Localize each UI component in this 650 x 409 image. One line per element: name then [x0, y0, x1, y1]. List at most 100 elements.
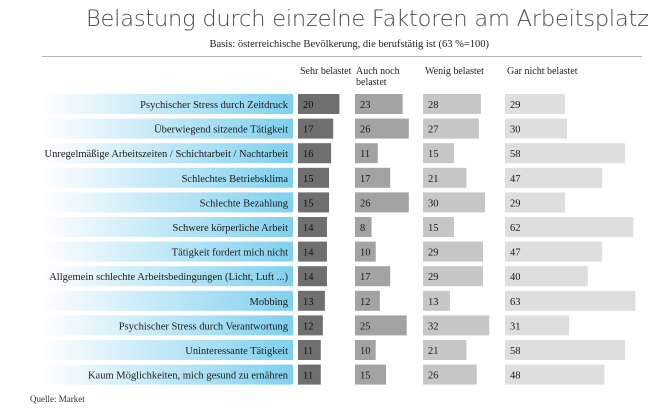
category-label-bar [40, 364, 293, 385]
chart-title: Belastung durch einzelne Faktoren am Arb… [86, 6, 649, 32]
data-label: 13 [303, 297, 314, 308]
category-label-bar [40, 118, 293, 139]
data-label: 13 [428, 297, 439, 308]
bar-series-3 [505, 192, 566, 213]
data-label: 12 [303, 321, 314, 332]
source-note: Quelle: Market [30, 394, 85, 404]
category-label-bar [40, 192, 293, 213]
data-label: 11 [303, 346, 313, 357]
data-label: 26 [428, 371, 439, 382]
data-label: 15 [428, 149, 439, 160]
column-header-sehr-belastet: Sehr belastet [300, 66, 352, 77]
data-label: 48 [510, 371, 521, 382]
bar-series-0 [298, 241, 327, 262]
data-label: 25 [360, 321, 371, 332]
data-label: 14 [303, 272, 314, 283]
bar-series-3 [505, 364, 605, 385]
bar-series-2 [423, 364, 477, 385]
data-label: 10 [360, 346, 371, 357]
data-label: 26 [360, 198, 371, 209]
bar-series-1 [355, 167, 391, 188]
chart-subtitle: Basis: österreichische Bevölkerung, die … [209, 39, 489, 50]
bar-series-0 [298, 192, 330, 213]
category-label-bar [40, 217, 293, 237]
data-label: 14 [303, 223, 314, 234]
bar-series-2 [423, 167, 467, 188]
data-label: 11 [360, 149, 370, 160]
data-label: 30 [510, 125, 521, 136]
data-label: 17 [360, 272, 371, 283]
chart-row: Allgemein schlechte Arbeitsbedingungen (… [40, 266, 588, 287]
bar-series-0 [298, 340, 321, 360]
data-label: 32 [428, 321, 439, 332]
category-label: Schwere körperliche Arbeit [173, 223, 289, 234]
bar-series-0 [298, 266, 327, 287]
category-label: Psychischer Stress durch Verantwortung [119, 321, 289, 332]
data-label: 17 [303, 125, 314, 136]
bar-series-3 [505, 266, 588, 287]
category-label: Schlechte Bezahlung [200, 198, 289, 209]
bar-series-0 [298, 290, 325, 311]
data-label: 16 [303, 149, 314, 160]
bar-series-1 [355, 364, 387, 385]
data-label: 30 [428, 198, 439, 209]
data-label: 40 [510, 272, 521, 283]
chart-row: Überwiegend sitzende Tätigkeit 17 26 27 30 [40, 118, 568, 139]
bar-series-2 [423, 217, 455, 237]
bar-series-3 [505, 94, 566, 114]
category-label-bar [40, 340, 293, 360]
category-label: Schlechtes Betriebsklima [182, 174, 289, 185]
category-label: Überwiegend sitzende Tätigkeit [154, 124, 288, 136]
data-label: 29 [510, 198, 521, 209]
category-label-bar [40, 167, 293, 188]
category-label-bar [40, 266, 293, 287]
category-label-bar [40, 94, 293, 114]
data-label: 27 [428, 125, 439, 136]
bar-series-1 [355, 340, 376, 360]
bar-series-1 [355, 192, 409, 213]
bar-series-2 [423, 192, 486, 213]
data-label: 21 [428, 174, 439, 185]
category-label-bar [40, 315, 293, 336]
column-header-gar-nicht-belastet: Gar nicht belastet [507, 66, 578, 77]
bar-series-1 [355, 217, 372, 237]
bar-series-2 [423, 143, 455, 164]
bar-series-1 [355, 315, 407, 336]
data-label: 11 [303, 371, 313, 382]
category-label-bar [40, 143, 293, 164]
category-label-bar [40, 290, 293, 311]
data-label: 28 [428, 100, 439, 111]
column-header-auch-noch-belastet: Auch noch belastet [356, 66, 400, 88]
data-label: 15 [360, 371, 371, 382]
data-label: 17 [360, 174, 371, 185]
category-label: Allgemein schlechte Arbeitsbedingungen (… [49, 272, 288, 283]
data-label: 47 [510, 174, 521, 185]
bar-series-1 [355, 94, 403, 114]
chart-row: Uninteressante Tätigkeit 11 10 21 58 [40, 340, 626, 360]
chart-rows: Psychischer Stress durch Zeitdruck 20 23 28… [40, 94, 636, 385]
data-label: 14 [303, 248, 314, 259]
data-label: 58 [510, 346, 521, 357]
data-label: 8 [360, 223, 365, 234]
data-label: 29 [428, 272, 439, 283]
category-label: Kaum Möglichkeiten, mich gesund zu ernäh… [88, 371, 289, 382]
data-label: 21 [428, 346, 439, 357]
bar-series-3 [505, 340, 626, 360]
bar-series-0 [298, 118, 334, 139]
bar-series-0 [298, 94, 340, 114]
data-label: 15 [303, 174, 314, 185]
bar-series-2 [423, 340, 467, 360]
chart-row: Mobbing 13 12 13 63 [40, 290, 636, 311]
bar-series-2 [423, 94, 481, 114]
category-label: Psychischer Stress durch Zeitdruck [140, 100, 289, 111]
bar-series-2 [423, 241, 484, 262]
bar-series-3 [505, 167, 603, 188]
title-divider [42, 56, 642, 57]
category-label: Mobbing [249, 297, 288, 308]
bar-series-0 [298, 217, 327, 237]
bar-series-3 [505, 315, 570, 336]
bar-series-2 [423, 118, 479, 139]
chart-row: Schlechte Bezahlung 15 26 30 29 [40, 192, 566, 213]
data-label: 31 [510, 321, 521, 332]
